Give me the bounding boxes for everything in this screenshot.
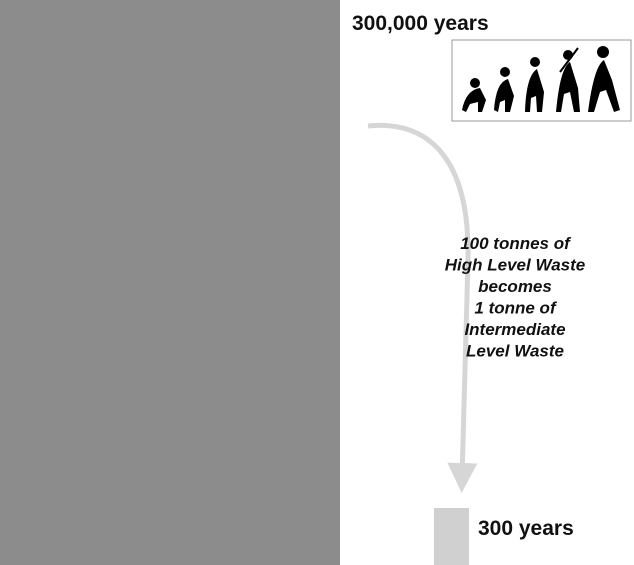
evolution-image [451,39,632,122]
long-bar [0,0,340,565]
annotation-line: Level Waste [466,342,564,361]
short-bar [434,508,469,565]
annotation-line: becomes [478,277,552,296]
annotation: 100 tonnes of High Level Waste becomes 1 to… [445,234,585,361]
annotation-line: Intermediate [464,320,565,339]
long-label: 300,000 years [352,12,489,35]
short-label: 300 years [478,517,574,540]
annotation-line: 1 tonne of [474,299,558,318]
annotation-line: High Level Waste [445,256,585,275]
arrow [367,122,478,493]
annotation-line: 100 tonnes of [460,234,572,253]
